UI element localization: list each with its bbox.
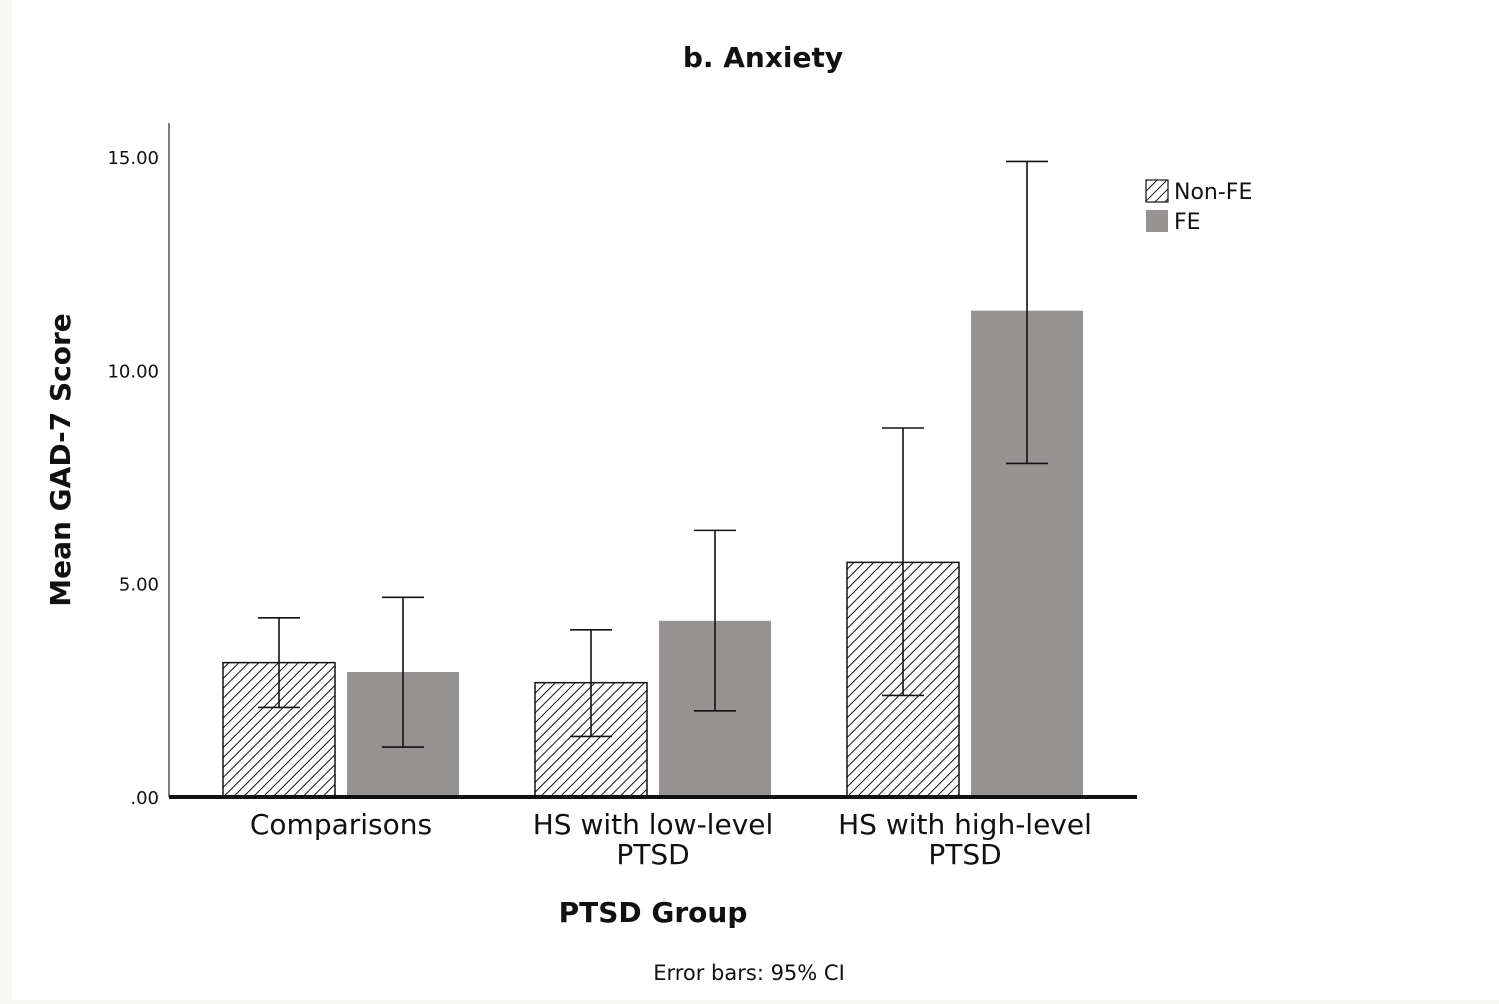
x-category-label: HS with high-level PTSD [838,808,1092,871]
error-bar-non-fe-1 [258,617,300,709]
y-axis-title: Mean GAD-7 Score [44,313,77,607]
error-bar-fe-3 [1006,160,1048,465]
error-bar-non-fe-3 [882,427,924,697]
page-background [12,0,1499,1000]
error-bar-fe-1 [382,596,424,748]
legend-swatch-fe [1146,210,1168,232]
x-axis-title: PTSD Group [559,896,748,929]
x-category-label: Comparisons [250,808,432,841]
y-tick-label: 15.00 [107,148,159,169]
chart-title: b. Anxiety [683,41,843,74]
y-tick-label: 5.00 [119,575,159,596]
legend-label-non-fe: Non-FE [1174,180,1252,205]
error-bar-fe-2 [694,529,736,712]
error-bar-non-fe-2 [570,628,612,738]
legend: Non-FE FE [1145,179,1252,235]
y-tick-label: 10.00 [107,361,159,382]
plot-area: .00 5.00 10.00 15.00 Comparisons HS with low-… [107,123,1137,871]
legend-label-fe: FE [1174,210,1201,235]
x-category-label: HS with low-level PTSD [533,808,774,871]
y-tick-label: .00 [130,788,159,809]
legend-swatch-non-fe [1145,179,1169,203]
error-bar-footnote: Error bars: 95% CI [653,961,845,985]
